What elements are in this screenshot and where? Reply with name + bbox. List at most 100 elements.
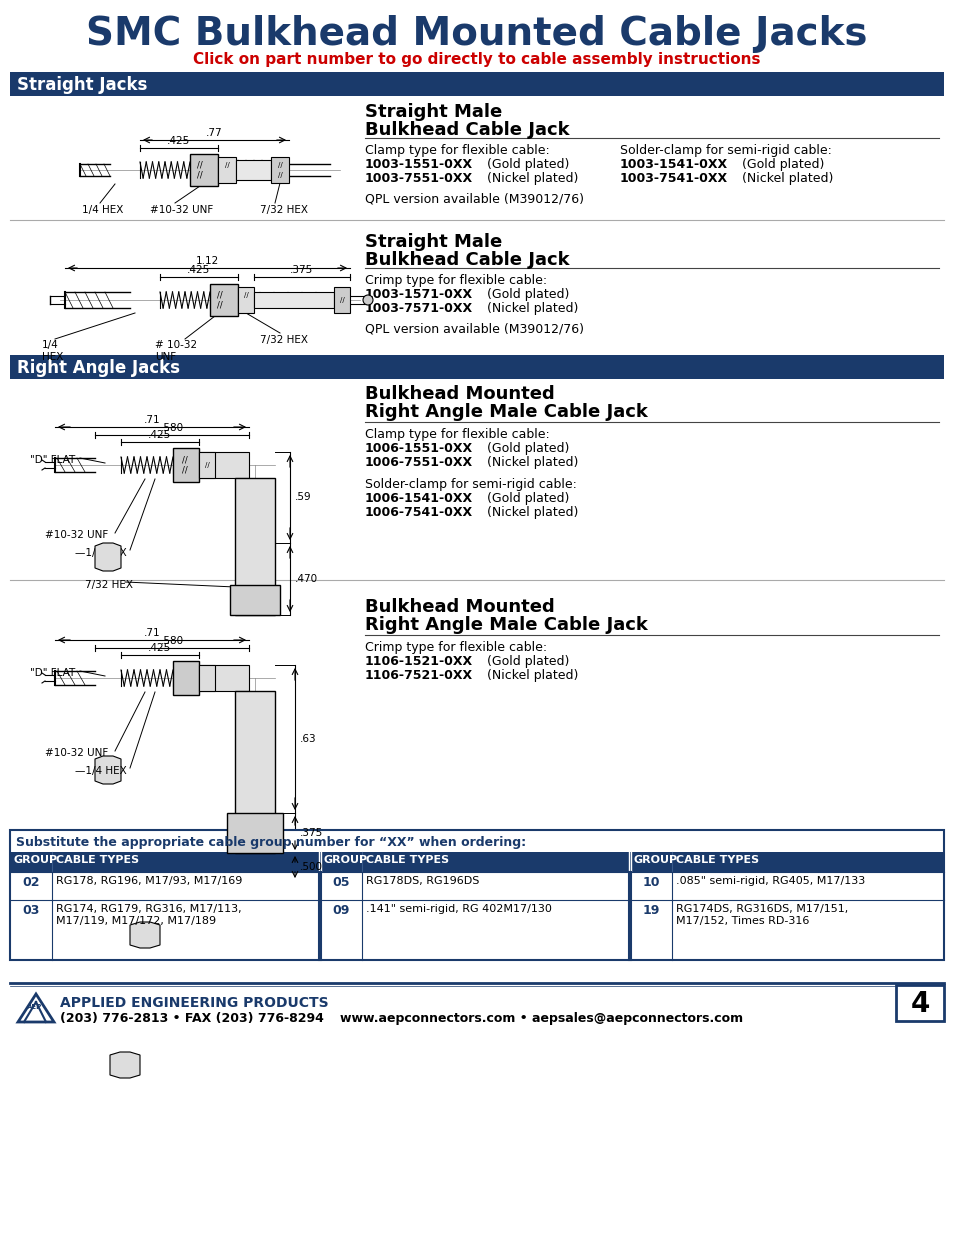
Text: .63: .63 [299, 734, 316, 743]
Text: 1003-1551-0XX: 1003-1551-0XX [365, 158, 473, 170]
Text: Bulkhead Mounted: Bulkhead Mounted [365, 385, 554, 403]
Text: (Nickel plated): (Nickel plated) [482, 669, 578, 682]
Text: //: // [182, 466, 188, 474]
Bar [199, 452, 214, 478]
Bar [199, 664, 214, 692]
Text: Bulkhead Cable Jack: Bulkhead Cable Jack [365, 121, 569, 140]
Text: # 10-32: # 10-32 [154, 340, 197, 350]
Text: //: // [339, 296, 344, 303]
Text: (Gold plated): (Gold plated) [482, 288, 569, 301]
Text: Clamp type for flexible cable:: Clamp type for flexible cable: [365, 144, 549, 157]
Circle shape [363, 295, 373, 305]
Text: .580: .580 [160, 636, 183, 646]
Bar [237, 287, 253, 312]
Text: Clamp type for flexible cable:: Clamp type for flexible cable: [365, 429, 549, 441]
Polygon shape [95, 756, 121, 784]
Text: —1/4 HEX: —1/4 HEX [75, 548, 127, 558]
Text: //: // [277, 162, 282, 168]
Text: //: // [182, 456, 188, 464]
Text: Right Angle Male Cable Jack: Right Angle Male Cable Jack [365, 403, 647, 421]
Text: 19: 19 [641, 904, 659, 918]
Text: .141" semi-rigid, RG 402M17/130: .141" semi-rigid, RG 402M17/130 [366, 904, 551, 914]
Text: (203) 776-2813 • FAX (203) 776-8294: (203) 776-2813 • FAX (203) 776-8294 [60, 1011, 323, 1025]
Bar [172, 448, 199, 482]
Text: 4: 4 [909, 990, 929, 1018]
Text: .500: .500 [299, 862, 323, 872]
Bar [10, 354, 943, 379]
Text: M17/152, Times RD-316: M17/152, Times RD-316 [676, 916, 808, 926]
Text: 02: 02 [22, 876, 40, 889]
Text: RG178, RG196, M17/93, M17/169: RG178, RG196, M17/93, M17/169 [56, 876, 242, 885]
Bar [895, 986, 943, 1021]
Text: 1006-1551-0XX: 1006-1551-0XX [365, 442, 473, 454]
Text: Bulkhead Mounted: Bulkhead Mounted [365, 598, 554, 616]
Bar [218, 157, 235, 183]
Text: //: // [217, 290, 223, 300]
Polygon shape [110, 1052, 140, 1078]
Text: APPLIED ENGINEERING PRODUCTS: APPLIED ENGINEERING PRODUCTS [60, 995, 328, 1010]
Text: (Nickel plated): (Nickel plated) [482, 303, 578, 315]
Bar [172, 661, 199, 695]
Text: (Gold plated): (Gold plated) [482, 655, 569, 668]
Text: QPL version available (M39012/76): QPL version available (M39012/76) [365, 193, 583, 206]
Text: M17/119, M17/172, M17/189: M17/119, M17/172, M17/189 [56, 916, 216, 926]
Text: Straight Jacks: Straight Jacks [17, 77, 147, 94]
Text: //: // [197, 161, 203, 169]
Text: Substitute the appropriate cable group number for “XX” when ordering:: Substitute the appropriate cable group n… [16, 836, 525, 848]
Text: #10-32 UNF: #10-32 UNF [45, 748, 108, 758]
Text: 03: 03 [22, 904, 40, 918]
Text: 7/32 HEX: 7/32 HEX [85, 580, 132, 590]
Text: //: // [217, 300, 223, 310]
Text: 1003-1571-0XX: 1003-1571-0XX [365, 288, 473, 301]
Text: www.aepconnectors.com • aepsales@aepconnectors.com: www.aepconnectors.com • aepsales@aepconn… [339, 1011, 742, 1025]
Text: 7/32 HEX: 7/32 HEX [260, 335, 308, 345]
Text: 05: 05 [332, 876, 350, 889]
Text: GROUP: GROUP [634, 855, 678, 864]
Text: Crimp type for flexible cable:: Crimp type for flexible cable: [365, 274, 547, 287]
Text: 1.12: 1.12 [195, 256, 219, 266]
Text: Click on part number to go directly to cable assembly instructions: Click on part number to go directly to c… [193, 52, 760, 67]
Text: CABLE TYPES: CABLE TYPES [56, 855, 139, 864]
Text: 1/4 HEX: 1/4 HEX [82, 205, 123, 215]
Bar [190, 154, 218, 186]
Text: Solder-clamp for semi-rigid cable:: Solder-clamp for semi-rigid cable: [619, 144, 831, 157]
Bar [10, 852, 943, 872]
Text: AEP: AEP [27, 1004, 42, 1010]
Text: .425: .425 [167, 136, 191, 146]
Text: UNF: UNF [154, 352, 176, 362]
Text: 09: 09 [332, 904, 350, 918]
Text: RG174, RG179, RG316, M17/113,: RG174, RG179, RG316, M17/113, [56, 904, 241, 914]
Text: 1006-1541-0XX: 1006-1541-0XX [365, 492, 473, 505]
Text: 1003-1541-0XX: 1003-1541-0XX [619, 158, 727, 170]
Polygon shape [130, 923, 160, 948]
Text: 1106-1521-0XX: 1106-1521-0XX [365, 655, 473, 668]
Text: //: // [204, 462, 209, 468]
Text: GROUP: GROUP [324, 855, 368, 864]
Text: "D" FLAT: "D" FLAT [30, 668, 75, 678]
Text: //: // [224, 162, 229, 168]
Text: CABLE TYPES: CABLE TYPES [366, 855, 449, 864]
Text: .470: .470 [294, 574, 317, 584]
Text: (Gold plated): (Gold plated) [482, 158, 569, 170]
Text: (Gold plated): (Gold plated) [738, 158, 823, 170]
Text: Straight Male: Straight Male [365, 233, 501, 251]
Text: .375: .375 [290, 266, 314, 275]
Text: (Nickel plated): (Nickel plated) [482, 506, 578, 519]
Text: "D" FLAT: "D" FLAT [30, 454, 75, 466]
Bar [10, 830, 943, 960]
Text: //: // [243, 291, 248, 298]
Text: 1/4: 1/4 [42, 340, 59, 350]
Bar [235, 161, 271, 180]
Bar [234, 478, 274, 615]
Text: .425: .425 [187, 266, 211, 275]
Text: RG174DS, RG316DS, M17/151,: RG174DS, RG316DS, M17/151, [676, 904, 847, 914]
Bar [227, 813, 283, 853]
Text: 1106-7521-0XX: 1106-7521-0XX [365, 669, 473, 682]
Text: .425: .425 [149, 643, 172, 653]
Text: (Nickel plated): (Nickel plated) [738, 172, 833, 185]
Text: GROUP: GROUP [14, 855, 58, 864]
Text: (Nickel plated): (Nickel plated) [482, 172, 578, 185]
Text: //: // [197, 170, 203, 179]
Text: (Gold plated): (Gold plated) [482, 492, 569, 505]
Text: RG178DS, RG196DS: RG178DS, RG196DS [366, 876, 478, 885]
